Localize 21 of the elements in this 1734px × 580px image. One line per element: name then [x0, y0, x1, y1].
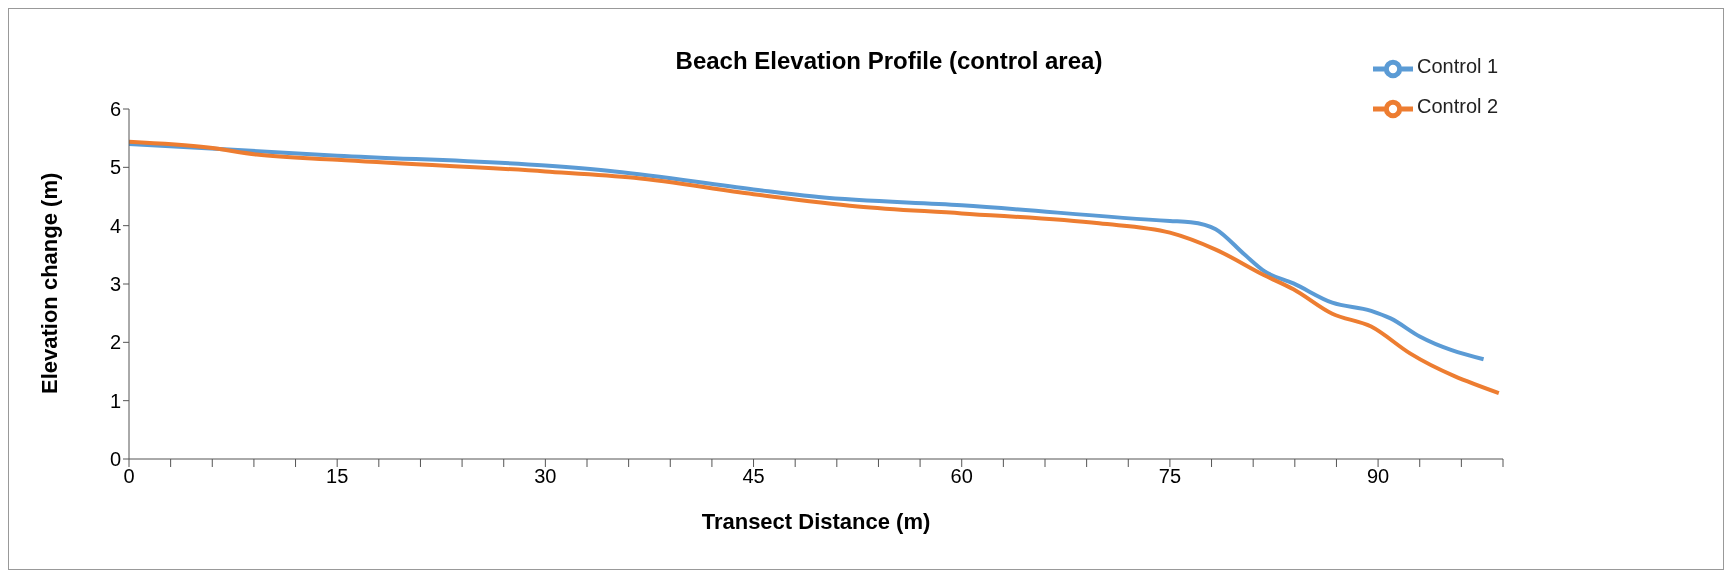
x-tick-label: 60	[950, 465, 973, 488]
y-tick-label: 1	[109, 389, 121, 412]
y-tick-label: 3	[109, 273, 121, 296]
x-tick-label: 45	[742, 465, 765, 488]
line-series	[129, 142, 1486, 362]
legend-label: Control 2	[1417, 95, 1499, 118]
line-series	[129, 139, 1501, 396]
y-tick-label: 0	[109, 448, 121, 471]
y-tick-label: 2	[109, 331, 121, 354]
y-axis-title: Elevation change (m)	[36, 172, 62, 394]
chart-title: Beach Elevation Profile (control area)	[675, 47, 1103, 74]
legend-label: Control 1	[1417, 55, 1499, 78]
x-tick-label: 75	[1158, 465, 1182, 488]
x-tick-label: 90	[1366, 465, 1390, 488]
x-tick-label: 15	[326, 465, 349, 488]
y-tick-label: 6	[109, 98, 121, 121]
x-tick-label: 0	[123, 465, 135, 488]
x-tick-label: 30	[534, 465, 557, 488]
y-tick-label: 5	[109, 156, 121, 179]
x-axis-title: Transect Distance (m)	[701, 509, 931, 534]
y-tick-label: 4	[109, 214, 121, 237]
